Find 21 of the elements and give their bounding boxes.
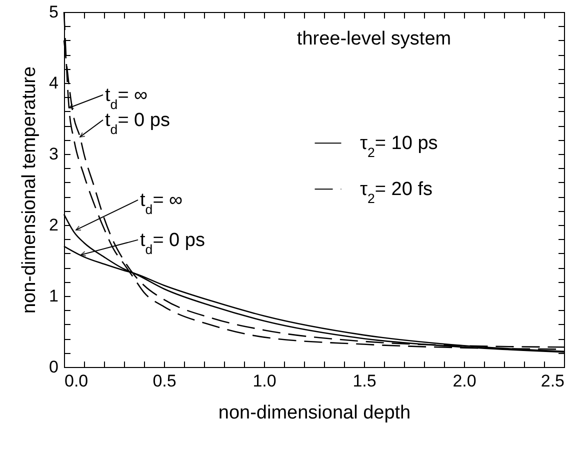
y-tick-label: 5 bbox=[49, 2, 58, 22]
y-tick-label: 4 bbox=[49, 74, 58, 92]
y-axis-title: non-dimensional temperature bbox=[19, 66, 40, 314]
legend-label: τ$_{2}$= 20 fs bbox=[360, 179, 432, 206]
annotation: t$_{d}$= 0 ps bbox=[140, 230, 205, 256]
x-tick-label: 2.0 bbox=[452, 372, 476, 390]
x-axis-title: non-dimensional depth bbox=[218, 402, 411, 424]
x-tick-label: 0.0 bbox=[64, 372, 88, 390]
x-tick-label: 2.5 bbox=[540, 372, 564, 390]
annotation: t$_{d}$= 0 ps bbox=[105, 110, 170, 136]
x-tick-label: 1.0 bbox=[252, 372, 276, 390]
y-tick-label: 2 bbox=[49, 216, 58, 234]
y-tick-label: 3 bbox=[49, 144, 58, 164]
text: three-level system bbox=[296, 28, 452, 50]
x-tick-label: 1.5 bbox=[352, 372, 376, 390]
y-tick-label: 1 bbox=[49, 286, 58, 306]
legend-label: τ$_{2}$= 10 ps bbox=[360, 133, 438, 160]
annotation: t$_{d}$= ∞ bbox=[140, 190, 183, 216]
x-tick-label: 0.5 bbox=[152, 372, 176, 390]
annotation: t$_{d}$= ∞ bbox=[105, 84, 148, 112]
y-tick-label: 0 bbox=[49, 358, 58, 376]
